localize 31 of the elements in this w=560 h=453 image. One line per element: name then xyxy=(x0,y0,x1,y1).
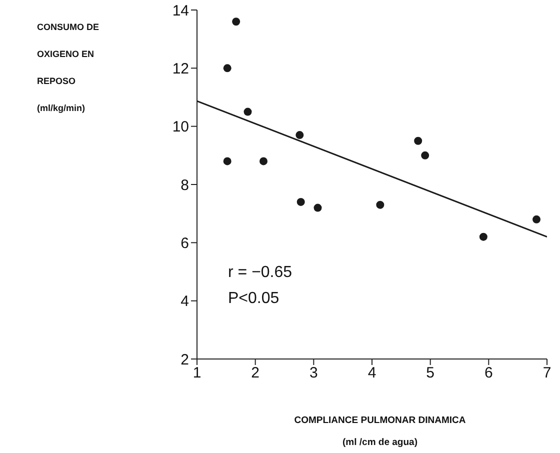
x-axis-title: COMPLIANCE PULMONAR DINAMICA (ml /cm de agua) xyxy=(293,414,467,450)
y-tick-label: 12 xyxy=(172,60,189,78)
point xyxy=(244,108,252,116)
annotation: r = −0.65 xyxy=(228,264,292,282)
y-tick-label: 8 xyxy=(180,176,189,194)
x-tick-label: 7 xyxy=(542,364,552,382)
point xyxy=(421,151,430,160)
point xyxy=(260,157,268,166)
x-tick-label: 2 xyxy=(251,364,260,382)
x-tick-label: 3 xyxy=(309,364,318,382)
point xyxy=(532,215,540,224)
point xyxy=(376,200,384,209)
point xyxy=(232,18,240,26)
x-tick-label: 5 xyxy=(426,364,435,382)
text: CONSUMO DE OXIGENO EN REPOSO (ml/kg/min) xyxy=(37,22,100,113)
x-tick-label: 4 xyxy=(368,364,376,382)
point xyxy=(314,204,322,212)
y-tick-label: 2 xyxy=(180,351,189,368)
y-tick-label: 10 xyxy=(172,118,189,136)
point xyxy=(479,232,488,241)
point xyxy=(296,131,304,140)
y-tick-label: 6 xyxy=(180,234,189,252)
x-tick-label: 1 xyxy=(192,364,202,382)
point xyxy=(223,64,232,72)
y-tick-label: 4 xyxy=(180,293,189,310)
annotation: P<0.05 xyxy=(228,290,280,308)
y-tick-label: 14 xyxy=(172,2,189,20)
point xyxy=(414,136,422,145)
point xyxy=(223,157,232,166)
point xyxy=(296,198,305,206)
x-tick-label: 6 xyxy=(484,364,493,382)
